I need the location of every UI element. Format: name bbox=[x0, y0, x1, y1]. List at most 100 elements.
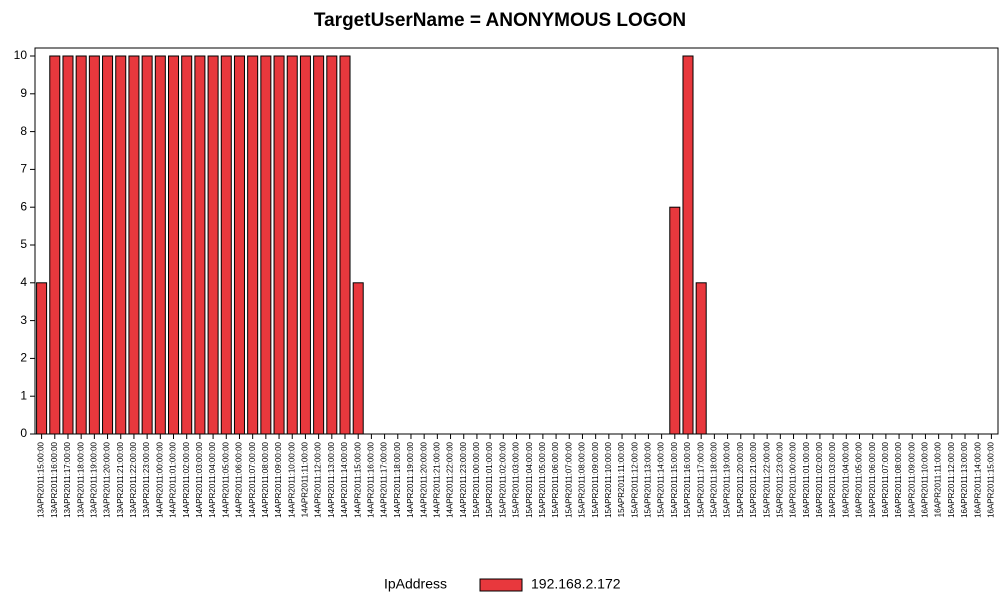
bar bbox=[326, 55, 338, 435]
x-tick-label: 16APR2011:08:00:00 bbox=[894, 441, 903, 517]
x-tick-label: 16APR2011:12:00:00 bbox=[947, 441, 956, 517]
x-tick-label: 15APR2011:11:00:00 bbox=[617, 441, 626, 517]
x-tick-label: 14APR2011:08:00:00 bbox=[261, 441, 270, 517]
bar bbox=[62, 55, 74, 435]
x-tick-label: 15APR2011:14:00:00 bbox=[657, 441, 666, 517]
x-tick-label: 15APR2011:01:00:00 bbox=[485, 441, 494, 517]
x-tick-label: 15APR2011:12:00:00 bbox=[630, 441, 639, 517]
bar bbox=[102, 55, 114, 435]
x-tick-label: 14APR2011:05:00:00 bbox=[221, 441, 230, 517]
bar bbox=[682, 55, 694, 435]
y-tick-label: 5 bbox=[20, 237, 27, 251]
x-tick-label: 14APR2011:19:00:00 bbox=[406, 441, 415, 517]
x-tick-label: 14APR2011:01:00:00 bbox=[169, 441, 178, 517]
x-tick-label: 13APR2011:21:00:00 bbox=[116, 441, 125, 517]
y-tick-label: 6 bbox=[20, 199, 27, 213]
x-tick-label: 16APR2011:04:00:00 bbox=[841, 441, 850, 517]
x-tick-label: 15APR2011:23:00:00 bbox=[775, 441, 784, 517]
x-tick-label: 14APR2011:02:00:00 bbox=[182, 441, 191, 517]
x-tick-label: 15APR2011:02:00:00 bbox=[498, 441, 507, 517]
bar bbox=[115, 55, 127, 435]
bar bbox=[313, 55, 325, 435]
x-tick-label: 16APR2011:07:00:00 bbox=[881, 441, 890, 517]
bar bbox=[669, 206, 681, 435]
y-tick-label: 0 bbox=[20, 426, 27, 440]
y-tick-label: 8 bbox=[20, 124, 27, 138]
x-tick-label: 14APR2011:21:00:00 bbox=[432, 441, 441, 517]
x-tick-label: 13APR2011:18:00:00 bbox=[76, 441, 85, 517]
x-tick-label: 14APR2011:16:00:00 bbox=[366, 441, 375, 517]
x-tick-label: 15APR2011:15:00:00 bbox=[670, 441, 679, 517]
legend-title: IpAddress bbox=[384, 576, 447, 592]
x-tick-label: 15APR2011:09:00:00 bbox=[591, 441, 600, 517]
chart-title: TargetUserName = ANONYMOUS LOGON bbox=[314, 10, 686, 31]
x-tick-label: 14APR2011:15:00:00 bbox=[353, 441, 362, 517]
bar bbox=[168, 55, 180, 435]
x-tick-label: 15APR2011:17:00:00 bbox=[696, 441, 705, 517]
x-tick-label: 15APR2011:10:00:00 bbox=[604, 441, 613, 517]
bar bbox=[352, 282, 364, 435]
x-tick-label: 13APR2011:22:00:00 bbox=[129, 441, 138, 517]
legend-swatch bbox=[479, 578, 523, 592]
legend-label: 192.168.2.172 bbox=[531, 576, 621, 592]
x-tick-label: 15APR2011:16:00:00 bbox=[683, 441, 692, 517]
x-tick-label: 13APR2011:15:00:00 bbox=[37, 441, 46, 517]
x-tick-label: 16APR2011:10:00:00 bbox=[921, 441, 930, 517]
x-tick-label: 13APR2011:19:00:00 bbox=[89, 441, 98, 517]
x-tick-label: 16APR2011:14:00:00 bbox=[973, 441, 982, 517]
y-tick-label: 2 bbox=[20, 351, 27, 365]
x-tick-label: 16APR2011:15:00:00 bbox=[987, 441, 996, 517]
bar bbox=[695, 282, 707, 435]
bar bbox=[154, 55, 166, 435]
x-tick-label: 15APR2011:05:00:00 bbox=[538, 441, 547, 517]
bar bbox=[194, 55, 206, 435]
bar bbox=[339, 55, 351, 435]
bar bbox=[286, 55, 298, 435]
x-tick-label: 16APR2011:00:00:00 bbox=[789, 441, 798, 517]
bar bbox=[181, 55, 193, 435]
y-tick-label: 9 bbox=[20, 86, 27, 100]
bar bbox=[36, 282, 48, 435]
x-tick-label: 15APR2011:22:00:00 bbox=[762, 441, 771, 517]
y-tick-label: 3 bbox=[20, 313, 27, 327]
bar bbox=[247, 55, 259, 435]
x-tick-label: 15APR2011:03:00:00 bbox=[512, 441, 521, 517]
y-tick-label: 10 bbox=[14, 48, 28, 62]
y-tick-label: 1 bbox=[20, 388, 27, 402]
x-tick-label: 14APR2011:14:00:00 bbox=[340, 441, 349, 517]
bar bbox=[260, 55, 272, 435]
x-tick-label: 15APR2011:04:00:00 bbox=[525, 441, 534, 517]
x-tick-label: 14APR2011:23:00:00 bbox=[459, 441, 468, 517]
x-tick-label: 16APR2011:02:00:00 bbox=[815, 441, 824, 517]
x-tick-label: 14APR2011:20:00:00 bbox=[419, 441, 428, 517]
x-tick-label: 14APR2011:04:00:00 bbox=[208, 441, 217, 517]
x-tick-label: 16APR2011:11:00:00 bbox=[934, 441, 943, 517]
x-tick-label: 16APR2011:01:00:00 bbox=[802, 441, 811, 517]
x-tick-label: 14APR2011:17:00:00 bbox=[380, 441, 389, 517]
bar bbox=[128, 55, 140, 435]
x-tick-label: 14APR2011:18:00:00 bbox=[393, 441, 402, 517]
x-tick-label: 15APR2011:18:00:00 bbox=[709, 441, 718, 517]
x-tick-label: 16APR2011:06:00:00 bbox=[868, 441, 877, 517]
x-tick-label: 15APR2011:06:00:00 bbox=[551, 441, 560, 517]
bar bbox=[88, 55, 100, 435]
x-tick-label: 14APR2011:00:00:00 bbox=[155, 441, 164, 517]
x-tick-label: 14APR2011:12:00:00 bbox=[314, 441, 323, 517]
bar bbox=[233, 55, 245, 435]
x-tick-label: 14APR2011:10:00:00 bbox=[287, 441, 296, 517]
bar bbox=[299, 55, 311, 435]
x-tick-label: 15APR2011:07:00:00 bbox=[564, 441, 573, 517]
x-tick-label: 16APR2011:03:00:00 bbox=[828, 441, 837, 517]
x-tick-label: 13APR2011:17:00:00 bbox=[63, 441, 72, 517]
bar bbox=[207, 55, 219, 435]
x-tick-label: 13APR2011:20:00:00 bbox=[103, 441, 112, 517]
x-tick-label: 14APR2011:09:00:00 bbox=[274, 441, 283, 517]
x-tick-label: 15APR2011:08:00:00 bbox=[578, 441, 587, 517]
x-tick-label: 14APR2011:22:00:00 bbox=[446, 441, 455, 517]
x-tick-label: 15APR2011:20:00:00 bbox=[736, 441, 745, 517]
x-tick-label: 14APR2011:03:00:00 bbox=[195, 441, 204, 517]
bar bbox=[49, 55, 61, 435]
x-tick-label: 16APR2011:09:00:00 bbox=[907, 441, 916, 517]
